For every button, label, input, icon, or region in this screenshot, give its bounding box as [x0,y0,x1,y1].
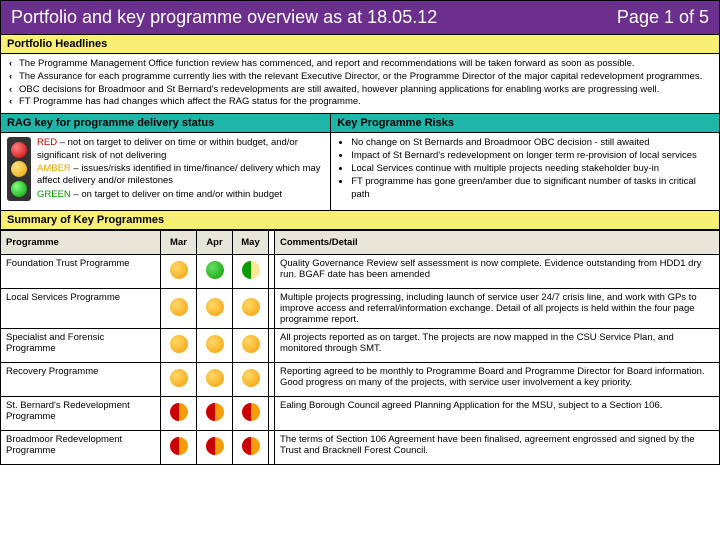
summary-title: Summary of Key Programmes [0,211,720,230]
status-dot-cell [197,431,233,465]
status-dot-cell [161,397,197,431]
status-dot-icon [206,437,224,455]
status-dot-icon [170,298,188,316]
status-dot-cell [197,397,233,431]
prog-name: Foundation Trust Programme [1,255,161,289]
status-dot-icon [242,298,260,316]
status-dot-icon [206,298,224,316]
prog-name: Local Services Programme [1,289,161,329]
status-dot-icon [242,369,260,387]
table-row: Recovery Programme Reporting agreed to be… [1,363,720,397]
prog-comment: Reporting agreed to be monthly to Progra… [275,363,720,397]
programmes-tbody: Foundation Trust Programme Quality Govern… [1,255,720,465]
headline-item: The Programme Management Office function… [19,58,713,71]
status-dot-cell [233,431,269,465]
status-dot-icon [206,403,224,421]
status-dot-cell [197,363,233,397]
status-dot-cell [233,363,269,397]
table-row: Local Services Programme Multiple project… [1,289,720,329]
table-row: Specialist and Forensic Programme All pro… [1,329,720,363]
page-header: Portfolio and key programme overview as … [0,0,720,35]
status-dot-icon [242,261,260,279]
status-dot-icon [170,437,188,455]
status-dot-icon [206,369,224,387]
status-dot-icon [206,335,224,353]
col-programme: Programme [1,231,161,255]
table-row: Broadmoor Redevelopment Programme The ter… [1,431,720,465]
rag-amber-label: AMBER [37,163,71,174]
status-dot-cell [233,329,269,363]
header-page: Page 1 of 5 [617,7,709,28]
status-dot-cell [161,289,197,329]
status-dot-icon [170,403,188,421]
status-dot-cell [233,397,269,431]
status-dot-cell [233,255,269,289]
rag-definitions: RED – not on target to deliver on time o… [37,137,324,206]
status-dot-icon [206,261,224,279]
status-dot-icon [242,335,260,353]
status-dot-cell [197,289,233,329]
status-dot-cell [197,329,233,363]
risk-item: FT programme has gone green/amber due to… [351,176,713,202]
headlines-list: The Programme Management Office function… [0,54,720,114]
prog-name: St. Bernard's Redevelopment Programme [1,397,161,431]
status-dot-cell [161,363,197,397]
headline-item: The Assurance for each programme current… [19,71,713,84]
prog-comment: Ealing Borough Council agreed Planning A… [275,397,720,431]
risk-item: No change on St Bernards and Broadmoor O… [351,137,713,150]
status-dot-icon [170,261,188,279]
prog-comment: All projects reported as on target. The … [275,329,720,363]
prog-name: Recovery Programme [1,363,161,397]
header-title: Portfolio and key programme overview as … [11,7,437,28]
col-comments: Comments/Detail [275,231,720,255]
programmes-table: Programme Mar Apr May Comments/Detail Fo… [0,230,720,465]
risks-list: No change on St Bernards and Broadmoor O… [331,132,719,210]
prog-comment: Multiple projects progressing, including… [275,289,720,329]
headline-item: OBC decisions for Broadmoor and St Berna… [19,84,713,97]
status-dot-cell [161,431,197,465]
prog-comment: Quality Governance Review self assessmen… [275,255,720,289]
rag-title: RAG key for programme delivery status [1,114,330,132]
table-row: St. Bernard's Redevelopment Programme Eal… [1,397,720,431]
col-may: May [233,231,269,255]
headline-item: FT Programme has had changes which affec… [19,96,713,109]
rag-green-label: GREEN [37,189,71,200]
headlines-title: Portfolio Headlines [0,35,720,54]
status-dot-icon [170,335,188,353]
table-row: Foundation Trust Programme Quality Govern… [1,255,720,289]
risks-title: Key Programme Risks [331,114,719,132]
traffic-light-icon [7,137,31,201]
risk-item: Local Services continue with multiple pr… [351,163,713,176]
status-dot-icon [170,369,188,387]
prog-comment: The terms of Section 106 Agreement have … [275,431,720,465]
status-dot-icon [242,403,260,421]
status-dot-cell [197,255,233,289]
status-dot-cell [161,255,197,289]
prog-name: Broadmoor Redevelopment Programme [1,431,161,465]
risk-item: Impact of St Bernard's redevelopment on … [351,150,713,163]
rag-red-label: RED [37,137,57,148]
status-dot-cell [233,289,269,329]
status-dot-icon [242,437,260,455]
col-apr: Apr [197,231,233,255]
prog-name: Specialist and Forensic Programme [1,329,161,363]
col-mar: Mar [161,231,197,255]
status-dot-cell [161,329,197,363]
rag-risks-row: RAG key for programme delivery status RE… [0,114,720,211]
